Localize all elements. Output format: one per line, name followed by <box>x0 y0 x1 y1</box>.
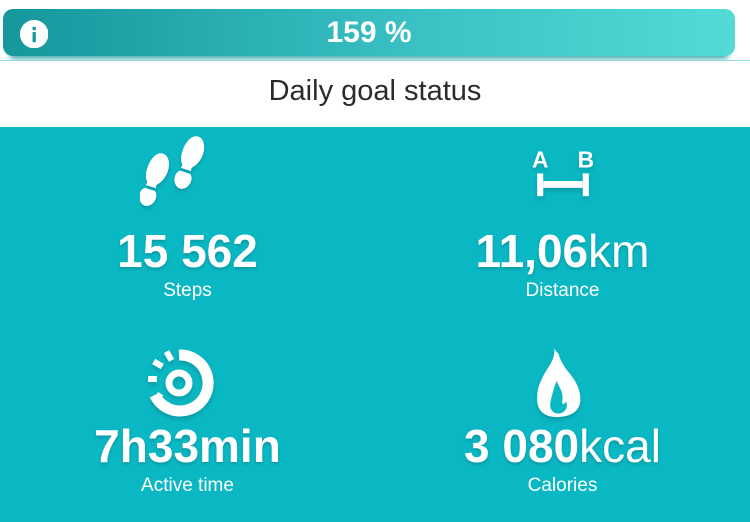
svg-text:B: B <box>577 146 593 172</box>
svg-text:A: A <box>531 146 547 172</box>
